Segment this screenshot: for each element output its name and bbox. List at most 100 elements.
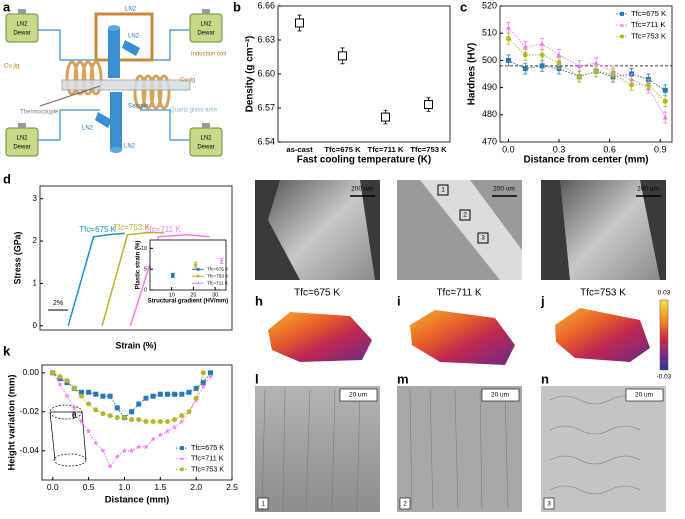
x-axis-label: Distance from center (mm) bbox=[523, 155, 648, 166]
x-tick-label: 0.0 bbox=[502, 144, 515, 154]
marker bbox=[576, 63, 582, 68]
plot-frame bbox=[499, 5, 673, 143]
series-line bbox=[67, 232, 125, 327]
scale-bar-label: 20 um bbox=[491, 392, 509, 399]
x-tick-label: 0.0 bbox=[47, 482, 59, 492]
marker bbox=[200, 383, 207, 389]
marker bbox=[107, 463, 113, 469]
dewar-label: Dewar bbox=[13, 145, 30, 151]
region-tag: 1 bbox=[261, 501, 265, 508]
marker bbox=[78, 389, 84, 395]
legend-label: Tfc=711 K bbox=[207, 280, 229, 285]
marker bbox=[86, 401, 92, 407]
legend-marker bbox=[180, 446, 184, 451]
panel-label: k bbox=[3, 343, 11, 358]
marker bbox=[121, 447, 128, 454]
marker bbox=[100, 411, 106, 417]
marker bbox=[164, 391, 170, 397]
panel-label: l bbox=[255, 371, 259, 386]
y-tick-label: 6.54 bbox=[257, 136, 275, 146]
x-tick-label: 10 bbox=[169, 292, 175, 298]
marker bbox=[338, 51, 347, 61]
marker bbox=[107, 393, 113, 399]
plot-frame bbox=[41, 364, 233, 481]
micrographs bbox=[255, 180, 666, 280]
marker bbox=[114, 453, 121, 459]
y-tick-label: -0.02 bbox=[20, 406, 40, 416]
pipe-label: LN2 bbox=[128, 34, 140, 40]
y-tick-label: 6.60 bbox=[257, 68, 275, 78]
marker bbox=[136, 417, 142, 423]
y-tick-label: 3 bbox=[33, 194, 38, 203]
coil-label: Induction coil bbox=[191, 52, 226, 58]
y-tick-label: 2 bbox=[33, 236, 38, 245]
jig-label: Cu jig bbox=[180, 78, 195, 84]
x-tick-label: 0.5 bbox=[83, 482, 95, 492]
marker bbox=[172, 391, 178, 397]
marker bbox=[150, 436, 156, 442]
marker bbox=[50, 370, 56, 376]
tube-label: Quartz glass tube bbox=[170, 108, 218, 114]
series-line bbox=[101, 231, 165, 327]
marker bbox=[172, 417, 178, 423]
marker bbox=[629, 82, 635, 88]
series-line bbox=[508, 38, 666, 102]
legend-label: Tfc=675 K bbox=[207, 267, 229, 272]
thermocouple-label: Thermocouple bbox=[20, 110, 59, 116]
series-label: Tfc=675 K bbox=[79, 225, 116, 234]
marker bbox=[150, 393, 156, 399]
marker bbox=[114, 405, 120, 411]
marker bbox=[171, 424, 178, 430]
marker bbox=[143, 419, 149, 425]
legend-marker bbox=[196, 281, 200, 285]
legend-label: Tfc=675 K bbox=[631, 9, 667, 18]
marker bbox=[128, 447, 135, 454]
legend-label: Tfc=675 K bbox=[191, 443, 224, 452]
marker bbox=[107, 413, 113, 419]
marker bbox=[505, 25, 511, 30]
y-axis-label: Density (g cm⁻³) bbox=[245, 36, 256, 113]
marker bbox=[381, 112, 390, 122]
y-tick-label: 6.57 bbox=[257, 102, 275, 112]
marker bbox=[593, 60, 599, 66]
micrograph-caption: Tfc=675 K bbox=[294, 288, 340, 299]
legend-marker bbox=[620, 23, 624, 27]
marker bbox=[539, 41, 545, 47]
marker bbox=[78, 418, 85, 424]
dewar-label: LN2 bbox=[200, 22, 212, 28]
x-axis-label: Strain (%) bbox=[115, 340, 156, 350]
scale-bar-label: 2% bbox=[53, 300, 63, 307]
y-tick-label: 520 bbox=[482, 0, 497, 10]
scale-bar-label: 200 um bbox=[493, 186, 515, 193]
legend-marker bbox=[196, 274, 200, 278]
x-axis-label: Fast cooling temperature (K) bbox=[297, 155, 431, 166]
x-tick-label: 30 bbox=[212, 292, 218, 298]
sem-images bbox=[255, 386, 666, 512]
legend-marker bbox=[180, 467, 184, 472]
x-tick-label: 1.5 bbox=[154, 482, 166, 492]
marker bbox=[93, 407, 99, 413]
panel-label: c bbox=[460, 0, 467, 14]
marker bbox=[85, 428, 92, 434]
x-tick-label: Tfc=753 K bbox=[410, 145, 447, 154]
marker bbox=[193, 395, 199, 401]
x-tick-label: 1.0 bbox=[119, 482, 131, 492]
marker bbox=[505, 36, 511, 42]
marker bbox=[57, 374, 63, 380]
scale-bar-label: 20 um bbox=[349, 392, 367, 399]
y-tick-label: 5 bbox=[144, 267, 147, 273]
x-axis-label: Distance (mm) bbox=[105, 494, 169, 504]
y-tick-label: 1 bbox=[33, 279, 38, 288]
panel-label: h bbox=[255, 293, 263, 308]
plot-frame bbox=[39, 185, 233, 331]
marker bbox=[100, 393, 106, 399]
colorbar-label: 0.03 bbox=[658, 290, 671, 297]
pipe-label: LN2 bbox=[125, 7, 137, 13]
y-tick-label: -0.04 bbox=[20, 445, 40, 455]
series-label: Tfc=711 K bbox=[145, 225, 182, 234]
marker bbox=[157, 391, 163, 397]
marker bbox=[78, 393, 84, 399]
plot-frame bbox=[149, 239, 227, 291]
marker bbox=[556, 60, 562, 66]
x-tick-label: as-cast bbox=[286, 145, 313, 154]
